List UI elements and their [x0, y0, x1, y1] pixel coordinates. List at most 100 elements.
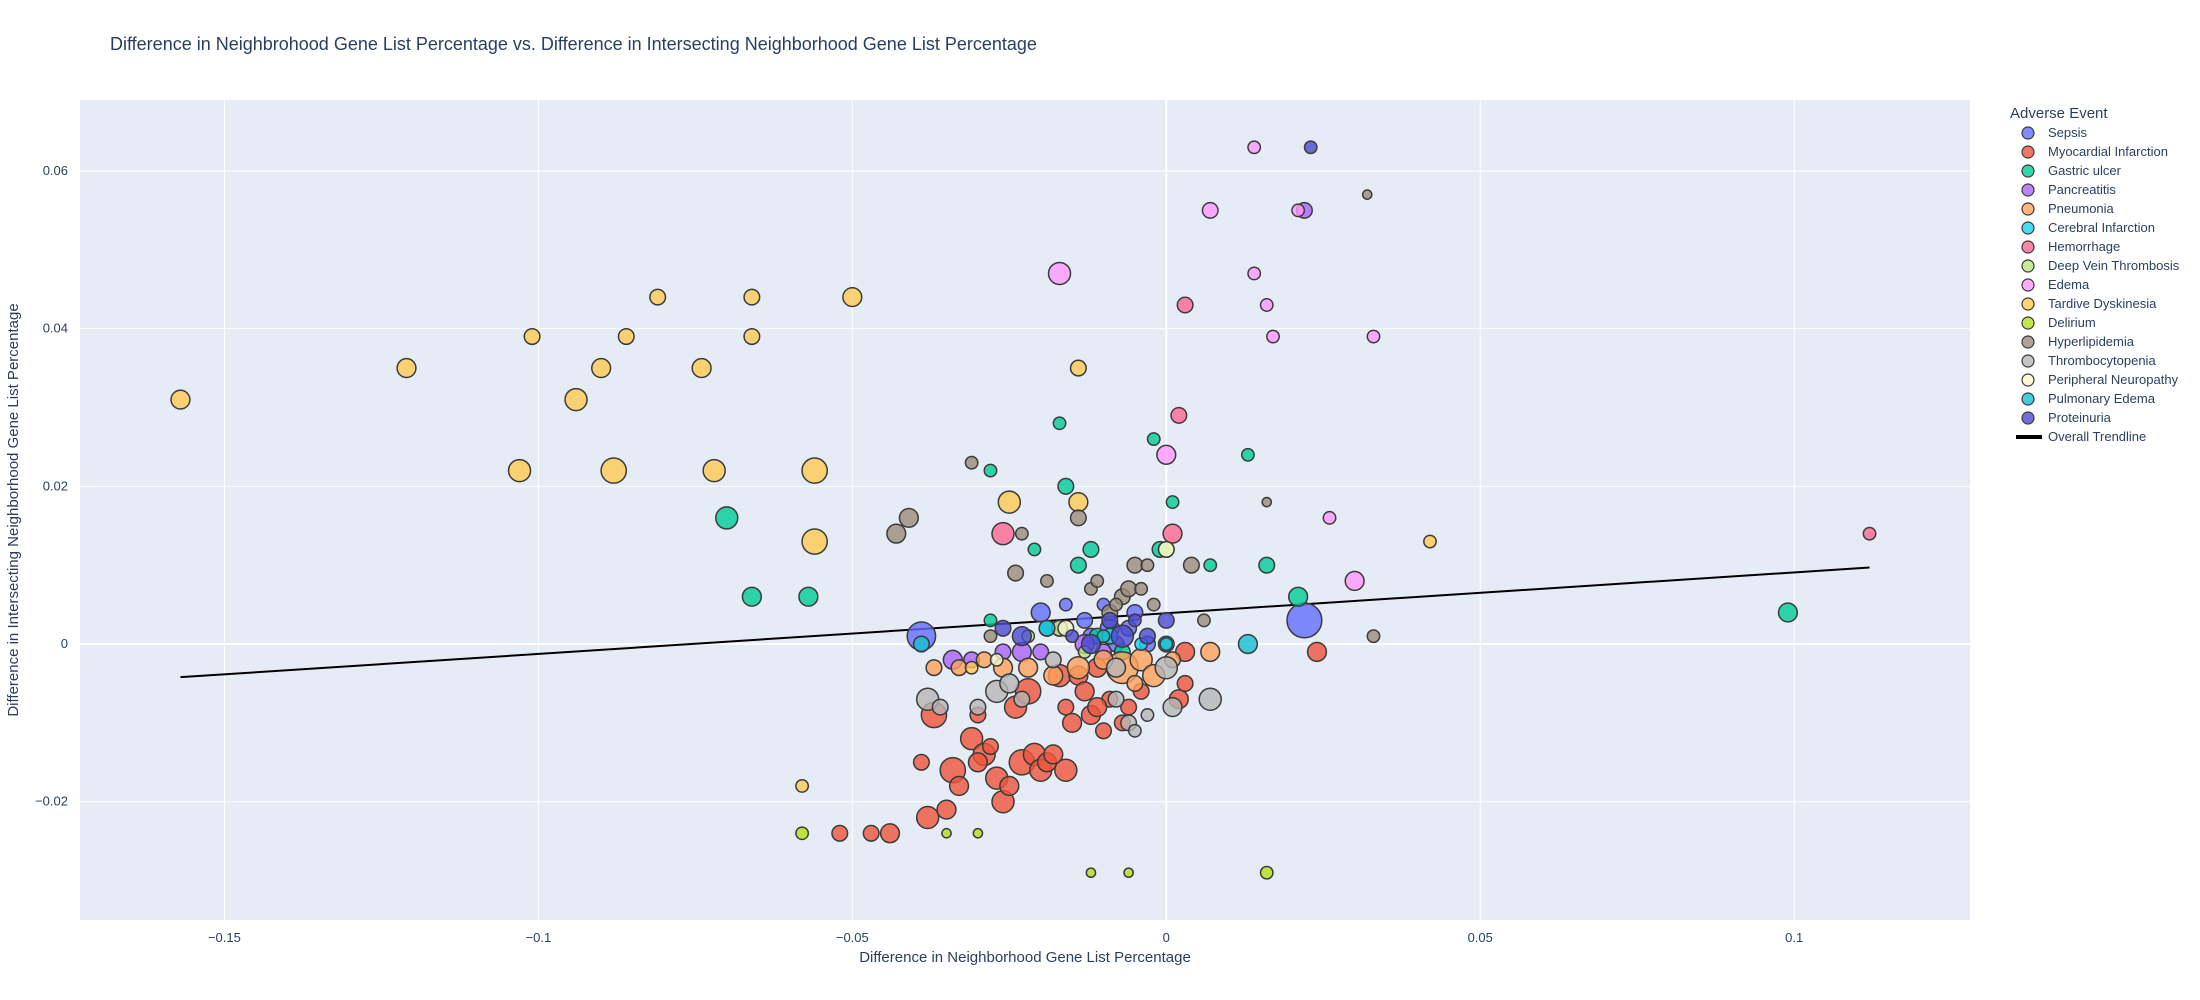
- point-proteinuria: [1303, 140, 1318, 155]
- point-pneumonia: [1017, 657, 1039, 678]
- point-pancreatitis: [1032, 643, 1050, 661]
- point-thrombocytopenia: [1162, 696, 1183, 718]
- legend-marker-myocardial-infarction: [2021, 145, 2035, 159]
- point-edema: [1259, 298, 1274, 312]
- point-pulmonary-edema: [912, 635, 930, 653]
- point-gastric-ulcer: [741, 586, 763, 607]
- point-hyperlipidemia: [1146, 597, 1161, 612]
- point-myocardial-infarction: [981, 737, 1000, 756]
- point-gastric-ulcer: [1082, 540, 1100, 558]
- point-tardive-dyskinesia: [842, 286, 863, 308]
- point-hemorrhage: [1162, 523, 1183, 544]
- point-thrombocytopenia: [1127, 723, 1142, 738]
- point-gastric-ulcer: [1287, 586, 1309, 607]
- point-pneumonia: [1043, 665, 1064, 686]
- point-edema: [1366, 329, 1381, 344]
- point-hyperlipidemia: [1261, 496, 1273, 508]
- point-hyperlipidemia: [1120, 580, 1138, 598]
- point-myocardial-infarction: [967, 752, 989, 773]
- legend-marker-thrombocytopenia: [2021, 354, 2035, 368]
- point-gastric-ulcer: [1240, 447, 1255, 462]
- x-axis-title: Difference in Neighborhood Gene List Per…: [859, 949, 1191, 966]
- point-myocardial-infarction: [1061, 712, 1083, 734]
- legend-marker-hemorrhage: [2021, 240, 2035, 254]
- point-tardive-dyskinesia: [801, 528, 829, 555]
- legend-label-deep-vein-thrombosis: Deep Vein Thrombosis: [2048, 258, 2180, 273]
- point-thrombocytopenia: [1013, 690, 1031, 708]
- point-myocardial-infarction: [1176, 674, 1194, 693]
- point-gastric-ulcer: [1165, 495, 1180, 510]
- point-delirium: [795, 826, 810, 841]
- point-delirium: [941, 827, 952, 839]
- point-proteinuria: [994, 619, 1012, 637]
- point-gastric-ulcer: [1203, 558, 1218, 573]
- point-pulmonary-edema: [1038, 619, 1056, 637]
- point-edema: [1201, 201, 1219, 219]
- point-tardive-dyskinesia: [600, 457, 628, 484]
- point-proteinuria: [1080, 633, 1102, 655]
- point-thrombocytopenia: [969, 698, 987, 716]
- point-thrombocytopenia: [1198, 687, 1222, 711]
- point-delirium: [972, 827, 984, 839]
- point-tardive-dyskinesia: [743, 327, 761, 346]
- point-myocardial-infarction: [879, 823, 901, 844]
- legend-label-trendline: Overall Trendline: [2048, 429, 2146, 444]
- y-tick-label: 0.02: [43, 478, 68, 493]
- point-myocardial-infarction: [1043, 744, 1064, 765]
- legend-label-myocardial-infarction: Myocardial Infarction: [2048, 144, 2168, 159]
- point-pneumonia: [925, 659, 943, 677]
- point-pulmonary-edema: [1237, 633, 1259, 655]
- point-hyperlipidemia: [1040, 574, 1054, 588]
- legend-label-delirium: Delirium: [2048, 315, 2096, 330]
- point-tardive-dyskinesia: [795, 779, 810, 793]
- point-gastric-ulcer: [1777, 602, 1799, 623]
- point-pneumonia: [1200, 641, 1221, 663]
- point-sepsis: [1058, 597, 1073, 612]
- point-tardive-dyskinesia: [649, 288, 667, 306]
- point-hyperlipidemia: [1140, 558, 1155, 573]
- point-pneumonia: [950, 659, 968, 677]
- point-thrombocytopenia: [1044, 651, 1062, 669]
- point-tardive-dyskinesia: [702, 458, 726, 483]
- point-edema: [1156, 444, 1177, 465]
- point-tardive-dyskinesia: [591, 357, 612, 379]
- point-hyperlipidemia: [983, 629, 998, 644]
- point-peripheral-neuropathy: [1157, 540, 1175, 558]
- legend-marker-sepsis: [2021, 126, 2035, 140]
- point-gastric-ulcer: [1052, 416, 1067, 431]
- point-tardive-dyskinesia: [1069, 359, 1087, 377]
- point-pneumonia: [1066, 655, 1091, 680]
- point-edema: [1266, 329, 1280, 344]
- point-thrombocytopenia: [931, 698, 949, 716]
- legend-label-pulmonary-edema: Pulmonary Edema: [2048, 391, 2156, 406]
- point-proteinuria: [1138, 627, 1156, 645]
- point-gastric-ulcer: [714, 506, 739, 530]
- legend-marker-edema: [2021, 278, 2035, 292]
- point-myocardial-infarction: [1087, 696, 1108, 718]
- x-tick-label: −0.05: [836, 930, 869, 945]
- data-points: [170, 140, 1877, 880]
- point-gastric-ulcer: [983, 613, 998, 628]
- point-hemorrhage: [991, 521, 1015, 546]
- point-hyperlipidemia: [1069, 509, 1087, 527]
- point-thrombocytopenia: [1107, 690, 1125, 708]
- legend-label-tardive-dyskinesia: Tardive Dyskinesia: [2048, 296, 2157, 311]
- point-hyperlipidemia: [1007, 564, 1025, 582]
- point-tardive-dyskinesia: [523, 327, 541, 346]
- point-gastric-ulcer: [1027, 542, 1042, 557]
- point-tardive-dyskinesia: [743, 288, 761, 306]
- point-myocardial-infarction: [936, 799, 957, 820]
- point-hyperlipidemia: [898, 507, 919, 529]
- legend-label-gastric-ulcer: Gastric ulcer: [2048, 163, 2122, 178]
- legend-marker-cerebral-infarction: [2021, 221, 2035, 235]
- point-gastric-ulcer: [1146, 432, 1161, 446]
- point-proteinuria: [1110, 624, 1135, 648]
- legend-marker-pneumonia: [2021, 202, 2035, 216]
- legend-marker-tardive-dyskinesia: [2021, 297, 2035, 311]
- y-tick-label: 0.04: [43, 321, 68, 336]
- point-tardive-dyskinesia: [997, 490, 1022, 514]
- point-edema: [1344, 570, 1365, 592]
- point-thrombocytopenia: [1154, 655, 1179, 680]
- x-tick-label: 0: [1163, 930, 1170, 945]
- point-edema: [1291, 203, 1306, 218]
